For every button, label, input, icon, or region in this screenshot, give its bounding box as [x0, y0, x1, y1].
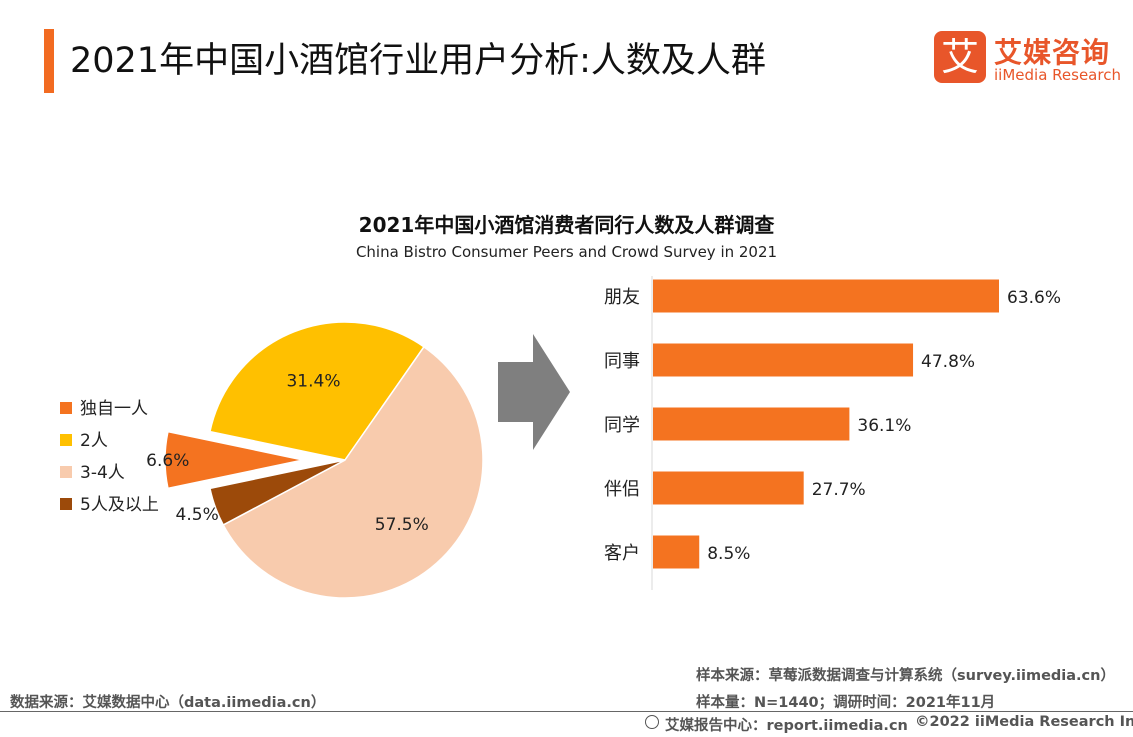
- bar-chart: 朋友 63.6% 同事 47.8% 同学 36.1% 伴侣 27.7% 客户 8.5%: [604, 276, 1061, 590]
- pie-slice-five-plus-label: 4.5%: [176, 505, 219, 525]
- bar: [653, 471, 804, 505]
- pie-slice-alone-label: 6.6%: [146, 451, 189, 471]
- bar-category-label: 同事: [604, 351, 640, 372]
- bar: [653, 535, 700, 569]
- logo-english-name: iiMedia Research: [994, 66, 1121, 84]
- pie-slice-five-plus: [209, 459, 346, 526]
- bar-category-label: 伴侣: [604, 479, 640, 500]
- bar-value-label: 8.5%: [707, 544, 750, 564]
- bar: [653, 407, 850, 441]
- iimedia-logo: 艾 艾媒咨询 iiMedia Research: [934, 31, 1121, 87]
- bar: [653, 343, 914, 377]
- sample-source-note: 样本来源：草莓派数据调查与计算系统（survey.iimedia.cn）: [696, 668, 1115, 684]
- pie-legend: 独自一人 2人 3-4人 5人及以上: [60, 399, 159, 515]
- bar-value-label: 36.1%: [857, 416, 911, 436]
- pie-slice-two: [209, 321, 426, 461]
- chart-subtitle: China Bistro Consumer Peers and Crowd Su…: [355, 243, 778, 261]
- chart-title: 2021年中国小酒馆消费者同行人数及人群调查: [358, 213, 775, 237]
- pie-slice-three-four-label: 57.5%: [375, 515, 429, 535]
- legend-label: 3-4人: [80, 463, 125, 483]
- copyright-text: ©2022 iiMedia Research Inc: [915, 714, 1133, 730]
- pie-slice-three-four: [222, 345, 484, 599]
- legend-swatch: [60, 402, 72, 414]
- bar-category-label: 同学: [604, 415, 640, 436]
- bar-category-label: 客户: [604, 543, 640, 564]
- legend-swatch: [60, 466, 72, 478]
- legend-label: 5人及以上: [80, 495, 159, 515]
- bar-value-label: 27.7%: [812, 480, 866, 500]
- legend-swatch: [60, 498, 72, 510]
- legend-label: 2人: [80, 431, 108, 451]
- bar-value-label: 63.6%: [1007, 288, 1061, 308]
- right-arrow-icon: [498, 334, 570, 450]
- report-center-link[interactable]: 艾媒报告中心：report.iimedia.cn: [665, 718, 908, 734]
- footer-divider: [0, 711, 1133, 712]
- title-accent-bar: [44, 29, 54, 93]
- legend-swatch: [60, 434, 72, 446]
- legend-label: 独自一人: [80, 399, 148, 419]
- pie-slice-two-label: 31.4%: [286, 371, 340, 391]
- pie-slice-alone: [164, 430, 304, 490]
- data-source-note: 数据来源：艾媒数据中心（data.iimedia.cn）: [10, 695, 326, 711]
- globe-icon: [645, 715, 659, 729]
- page-title: 2021年中国小酒馆行业用户分析:人数及人群: [70, 41, 766, 81]
- pie-chart: 6.6% 31.4% 57.5% 4.5%: [146, 321, 484, 599]
- logo-mark-icon: 艾: [934, 31, 986, 83]
- bar-value-label: 47.8%: [921, 352, 975, 372]
- logo-chinese-name: 艾媒咨询: [994, 36, 1111, 69]
- bar-category-label: 朋友: [604, 287, 640, 308]
- sample-size-note: 样本量：N=1440；调研时间：2021年11月: [696, 695, 996, 711]
- bar: [653, 279, 999, 313]
